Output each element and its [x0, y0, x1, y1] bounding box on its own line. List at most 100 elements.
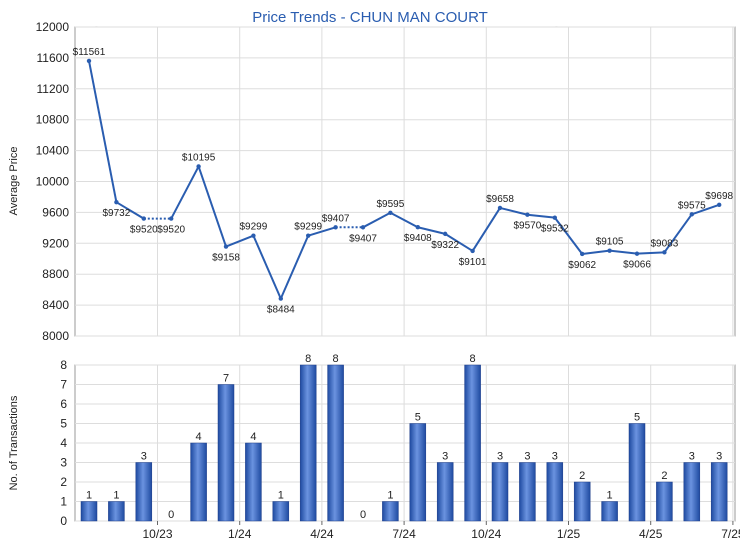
- tx-bar: [217, 384, 235, 522]
- tx-bar: [519, 462, 536, 522]
- price-line-segment: [115, 201, 145, 220]
- price-line-segment: [691, 203, 720, 216]
- price-data-label: $9732: [102, 208, 130, 219]
- tx-bar: [135, 462, 153, 522]
- tx-bar: [382, 501, 399, 522]
- tx-bar-label: 4: [196, 431, 202, 443]
- price-line-segment: [389, 211, 419, 229]
- tx-bar: [272, 501, 290, 522]
- tx-bar-label: 0: [168, 509, 174, 521]
- tx-gridlines: [75, 364, 735, 522]
- tx-x-tick-label: 7/24: [392, 527, 416, 541]
- price-point: [169, 216, 174, 221]
- price-data-labels: $11561$9732$9520 $9520$10195$9158$9299$84…: [73, 47, 734, 316]
- tx-bar: [409, 423, 427, 522]
- tx-bar-label: 0: [360, 509, 366, 521]
- price-data-label: $9520: [157, 225, 185, 236]
- price-y-ticks: 8000 8400 8800 9200 9600 10000 10400 10800 11200…: [36, 20, 70, 343]
- price-line-segment: [362, 211, 391, 229]
- price-line-segment: [225, 234, 254, 248]
- tx-bar: [546, 462, 564, 522]
- tx-bar-label: 3: [716, 451, 722, 463]
- tx-bar-label: 2: [579, 470, 585, 482]
- tx-y-tick-label: 2: [60, 475, 67, 489]
- tx-bar: [245, 442, 262, 522]
- tx-bar-label: 1: [86, 490, 92, 502]
- price-data-label: $9575: [678, 200, 706, 211]
- price-point: [415, 225, 420, 230]
- tx-x-tick-label: 1/25: [557, 527, 581, 541]
- price-data-label: $9101: [459, 257, 487, 268]
- tx-y-tick-label: 4: [60, 436, 67, 450]
- price-point: [388, 210, 393, 215]
- tx-y-tick-label: 8: [60, 358, 67, 372]
- tx-x-tick-label: 7/25: [721, 527, 740, 541]
- price-y-tick-label: 10400: [36, 144, 70, 158]
- tx-y-tick-label: 0: [60, 514, 67, 528]
- tx-bar: [573, 481, 591, 522]
- tx-bar-label: 3: [442, 451, 448, 463]
- price-y-tick-label: 10000: [36, 175, 70, 189]
- tx-x-tick-label: 10/23: [142, 527, 172, 541]
- price-data-label: $9570: [513, 221, 541, 232]
- price-line-segment: [471, 207, 501, 252]
- tx-bars: 1 1 3 0 4 7 4 1 8 8 0 1 5 3 8 3 3 3 2 1 5 2 3 3: [80, 353, 728, 522]
- tx-bar-label: 3: [552, 451, 558, 463]
- tx-bar-label: 1: [607, 490, 613, 502]
- price-line-segment: [663, 213, 693, 253]
- price-gridlines: [75, 26, 735, 337]
- price-point: [114, 200, 119, 205]
- tx-y-tick-label: 3: [60, 456, 67, 470]
- price-line-segment: [417, 226, 446, 235]
- tx-bar-label: 3: [524, 451, 530, 463]
- price-line-segment: [554, 217, 583, 255]
- price-y-tick-label: 11200: [37, 82, 70, 96]
- tx-bar: [464, 364, 481, 522]
- price-chart-panel: 8000 8400 8800 9200 9600 10000 10400 10800 11200…: [8, 20, 736, 343]
- price-line-segment: [252, 235, 282, 300]
- tx-y-ticks: 0 1 2 3 4 5 6 7 8: [60, 358, 67, 528]
- price-y-axis-label: Average Price: [8, 147, 20, 216]
- tx-bar-label: 5: [634, 412, 640, 424]
- price-y-tick-label: 8000: [42, 329, 69, 343]
- price-data-label: $9595: [376, 199, 404, 210]
- price-line-segment: [444, 233, 474, 252]
- price-data-label: $11561: [73, 47, 106, 58]
- tx-bar-label: 1: [113, 490, 119, 502]
- price-point: [634, 251, 640, 256]
- tx-bar-label: 1: [387, 490, 393, 502]
- tx-bar: [327, 364, 344, 522]
- price-data-label: $9408: [404, 233, 432, 244]
- price-line-segment: [307, 226, 336, 237]
- price-point: [251, 233, 256, 238]
- price-y-tick-label: 8800: [42, 267, 69, 281]
- price-line-segment: [609, 249, 638, 255]
- tx-y-tick-label: 5: [60, 417, 67, 431]
- tx-y-axis-label: No. of Transactions: [8, 395, 20, 490]
- price-point: [525, 212, 530, 217]
- price-point: [86, 58, 92, 64]
- tx-bar-label: 8: [305, 353, 311, 365]
- price-line-segment: [279, 235, 310, 300]
- price-y-tick-label: 9200: [42, 236, 69, 250]
- tx-bar-label: 2: [661, 470, 667, 482]
- price-line-segment: [170, 165, 200, 220]
- price-point: [333, 225, 338, 230]
- price-point: [552, 215, 557, 220]
- price-data-label: $9062: [568, 260, 596, 271]
- tx-bar: [710, 462, 728, 522]
- price-data-label: $9532: [541, 224, 569, 235]
- price-data-label: $10195: [182, 152, 216, 163]
- tx-bar: [108, 501, 125, 522]
- tx-bar-label: 8: [333, 353, 339, 365]
- price-point: [689, 212, 694, 217]
- price-data-label: $9407: [349, 233, 377, 244]
- price-point: [223, 244, 229, 249]
- price-point: [443, 231, 448, 237]
- price-data-label: $9083: [650, 238, 678, 249]
- price-point: [141, 216, 146, 221]
- price-data-label: $9105: [596, 237, 624, 248]
- price-data-label: $9520: [130, 225, 158, 236]
- price-y-tick-label: 9600: [42, 205, 69, 219]
